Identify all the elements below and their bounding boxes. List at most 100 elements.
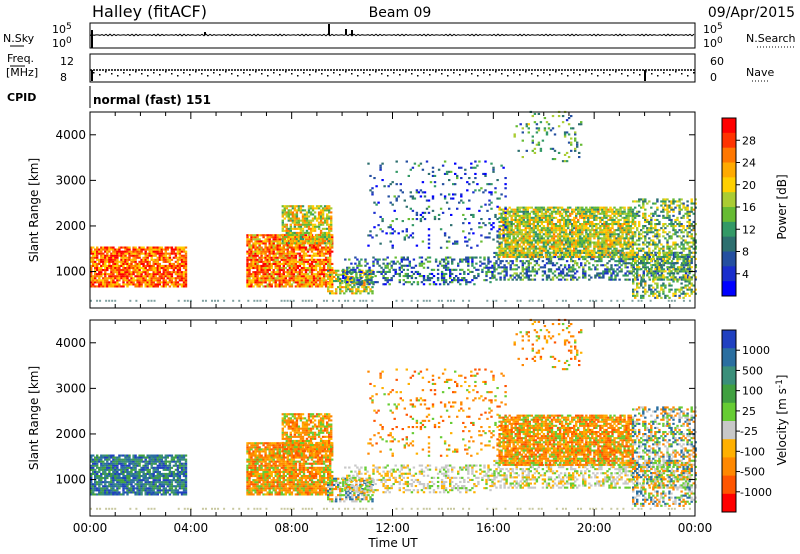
- power-cell: [445, 201, 449, 204]
- power-cell: [347, 277, 350, 280]
- power-cell: [293, 217, 297, 220]
- power-cell: [270, 234, 273, 237]
- power-cell: [530, 245, 533, 248]
- power-cell: [676, 268, 680, 271]
- power-cell: [140, 281, 143, 284]
- power-cell: [289, 236, 292, 239]
- power-cell: [322, 246, 326, 249]
- power-cell: [436, 268, 440, 271]
- power-cell: [506, 212, 509, 215]
- power-cell: [622, 258, 625, 261]
- power-cell: [501, 260, 504, 263]
- power-cell: [327, 264, 330, 267]
- power-cell: [544, 210, 548, 213]
- power-cell: [144, 258, 147, 261]
- power-cell: [246, 277, 249, 280]
- power-cell: [304, 273, 308, 276]
- power-cell: [270, 236, 273, 239]
- power-cell: [128, 273, 131, 276]
- power-cell: [184, 283, 188, 286]
- power-cell: [552, 243, 556, 246]
- power-cell: [544, 208, 548, 211]
- power-cell: [457, 264, 460, 267]
- nave-point: [315, 71, 317, 73]
- power-cell: [569, 239, 572, 242]
- power-cell: [584, 276, 587, 279]
- power-cell: [254, 271, 257, 274]
- power-cell: [542, 243, 546, 246]
- power-cell: [364, 264, 367, 267]
- nave-point: [303, 72, 305, 74]
- power-cell: [316, 273, 320, 276]
- power-cell: [166, 275, 169, 278]
- power-cell: [579, 243, 582, 246]
- power-cell: [314, 246, 318, 249]
- power-cell: [126, 271, 129, 274]
- power-cell: [549, 260, 553, 263]
- power-cell: [110, 285, 113, 288]
- power-cell: [536, 218, 540, 221]
- power-cell: [558, 225, 562, 228]
- power-cell: [536, 223, 540, 226]
- power-cell: [615, 241, 618, 244]
- power-cell: [516, 231, 519, 234]
- power-cell: [556, 235, 560, 238]
- power-cell: [92, 258, 95, 261]
- power-cell: [518, 231, 521, 234]
- power-cell: [544, 235, 548, 238]
- power-cell: [96, 250, 99, 253]
- power-cell: [318, 264, 322, 267]
- power-cell: [505, 272, 508, 275]
- power-cell: [511, 274, 514, 277]
- power-cell: [174, 260, 178, 263]
- power-cell: [548, 216, 552, 219]
- power-cell: [575, 227, 578, 230]
- power-cell: [500, 243, 503, 246]
- power-cell: [572, 270, 575, 273]
- power-cell: [544, 255, 548, 258]
- power-cell: [148, 248, 151, 251]
- power-cell: [444, 256, 448, 259]
- power-cell: [550, 223, 554, 226]
- power-cell: [559, 278, 563, 281]
- power-cell: [565, 274, 569, 277]
- power-cell: [516, 235, 519, 238]
- power-cell: [524, 245, 527, 248]
- power-cell: [104, 283, 107, 286]
- power-cell: [146, 281, 149, 284]
- power-cell: [573, 216, 576, 219]
- power-cell: [92, 246, 95, 249]
- power-cell: [527, 264, 530, 267]
- power-cell: [598, 274, 601, 277]
- power-cell: [100, 271, 103, 274]
- power-cell: [502, 255, 505, 258]
- power-cell: [660, 256, 664, 259]
- power-cell: [128, 250, 131, 253]
- power-cell: [595, 245, 598, 248]
- power-cell: [280, 269, 283, 272]
- power-cell: [144, 260, 147, 263]
- power-cell: [132, 258, 135, 261]
- power-cell: [349, 284, 352, 287]
- power-cell: [134, 279, 137, 282]
- power-cell: [329, 290, 332, 293]
- power-cell: [524, 220, 527, 223]
- power-cell: [532, 218, 536, 221]
- power-cell: [248, 242, 251, 245]
- power-cell: [298, 254, 302, 257]
- power-cell: [270, 271, 273, 274]
- power-cell: [493, 266, 496, 269]
- power-cell: [520, 251, 523, 254]
- power-cell: [331, 262, 334, 265]
- power-cell: [589, 229, 592, 232]
- power-cell: [625, 247, 628, 250]
- power-cell: [374, 281, 377, 284]
- power-cell: [246, 242, 249, 245]
- power-cell: [593, 214, 596, 217]
- power-cell: [317, 205, 321, 208]
- power-cell: [419, 189, 423, 192]
- power-cell: [631, 220, 634, 223]
- power-cell: [297, 221, 301, 224]
- power-cell: [246, 252, 249, 255]
- power-cell: [104, 262, 107, 265]
